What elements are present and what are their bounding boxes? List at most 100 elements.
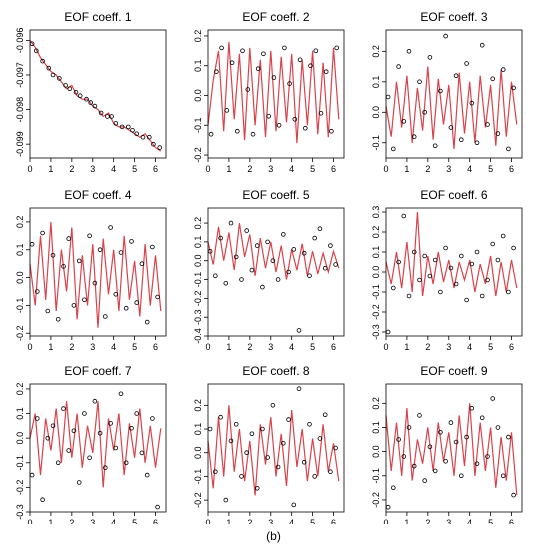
- x-tick-label: 3: [90, 518, 95, 524]
- x-tick-label: 0: [383, 342, 388, 352]
- y-tick-label: 0.2: [15, 216, 25, 229]
- data-point: [401, 213, 407, 219]
- x-tick-label: 1: [48, 342, 53, 352]
- data-point: [390, 485, 396, 491]
- data-point: [228, 220, 234, 226]
- x-tick-label: 5: [488, 164, 493, 174]
- y-tick-label: 0.0: [15, 271, 25, 284]
- data-point: [134, 411, 140, 416]
- y-tick-label: 0.0: [371, 106, 381, 119]
- data-point: [56, 76, 62, 81]
- data-point: [506, 434, 511, 440]
- data-point: [139, 261, 145, 267]
- data-point: [438, 88, 443, 94]
- data-point: [46, 65, 52, 71]
- x-tick-label: 3: [446, 518, 451, 524]
- data-point: [458, 137, 464, 143]
- data-point: [55, 316, 61, 322]
- data-point: [453, 281, 459, 287]
- panel-title: EOF coeff. 1: [64, 10, 131, 24]
- data-point: [88, 100, 93, 105]
- data-point: [76, 480, 82, 485]
- data-point: [432, 143, 438, 149]
- data-point: [118, 250, 124, 255]
- data-point: [150, 416, 155, 421]
- x-tick-label: 5: [310, 342, 315, 352]
- x-tick-label: 4: [467, 342, 472, 352]
- y-tick-label: 0.2: [193, 30, 203, 43]
- data-point: [245, 87, 251, 92]
- data-point: [438, 429, 443, 435]
- y-tick-label: -0.1: [193, 469, 203, 485]
- panel-title: EOF coeff. 2: [242, 10, 309, 24]
- x-tick-label: 1: [226, 342, 231, 352]
- data-point: [396, 259, 401, 265]
- x-tick-label: 6: [331, 518, 336, 524]
- data-point: [307, 273, 312, 279]
- data-point: [63, 83, 68, 88]
- data-point: [108, 225, 113, 230]
- x-tick-label: 0: [27, 164, 32, 174]
- data-point: [240, 48, 245, 54]
- x-tick-label: 6: [509, 342, 514, 352]
- data-point: [67, 86, 73, 92]
- data-point: [244, 450, 250, 456]
- x-tick-label: 0: [27, 518, 32, 524]
- data-point: [275, 277, 281, 282]
- data-point: [213, 273, 218, 279]
- data-point: [490, 241, 496, 247]
- data-point: [396, 437, 401, 442]
- y-tick-label: 0.0: [371, 445, 381, 458]
- y-tick-label: 0.2: [371, 397, 381, 410]
- x-tick-label: 0: [205, 342, 210, 352]
- x-tick-label: 6: [153, 164, 158, 174]
- x-tick-label: 3: [268, 518, 273, 524]
- y-tick-label: -0.3: [15, 504, 25, 520]
- data-point: [118, 391, 124, 397]
- data-point: [500, 233, 506, 239]
- data-point: [76, 258, 82, 264]
- data-point: [308, 63, 313, 68]
- data-point: [45, 435, 51, 441]
- data-point: [45, 308, 51, 314]
- data-point: [417, 413, 422, 418]
- data-point: [495, 425, 501, 430]
- data-point: [333, 445, 338, 451]
- data-point: [144, 472, 150, 478]
- x-tick-label: 3: [446, 164, 451, 174]
- data-point: [406, 425, 412, 430]
- x-tick-label: 5: [132, 164, 137, 174]
- figure-caption: (b): [266, 529, 281, 543]
- data-point: [390, 146, 396, 152]
- data-point: [275, 464, 281, 470]
- panel-3: EOF coeff. 3 0 1 2 3 4 5 6 -0.1 0.0 0.1 0.2: [371, 10, 523, 174]
- data-point: [485, 122, 490, 127]
- data-point: [239, 474, 244, 479]
- data-point: [233, 421, 239, 427]
- x-tick-label: 1: [48, 518, 53, 524]
- plot-frame: [385, 29, 523, 159]
- panel-5: EOF coeff. 5 0 1 2 3 4 5 6 -0.4 -0.3 -0.2 -0.1 0.0 0.…: [193, 188, 345, 352]
- data-point: [254, 243, 260, 248]
- data-point: [432, 468, 438, 474]
- data-point: [265, 239, 270, 245]
- data-point: [228, 438, 234, 444]
- y-tick-label: 0.3: [371, 206, 381, 219]
- data-point: [223, 280, 229, 286]
- data-point: [233, 254, 239, 260]
- data-point: [490, 396, 496, 401]
- data-point: [506, 289, 511, 295]
- y-tick-label: 0.2: [371, 45, 381, 58]
- data-point: [239, 277, 244, 282]
- x-tick-label: 4: [467, 518, 472, 524]
- data-point: [313, 48, 319, 54]
- y-tick-label: 0.0: [15, 432, 25, 445]
- data-point: [40, 58, 45, 64]
- data-point: [130, 128, 135, 133]
- figure-canvas: EOF coeff. 1 0 1 2 3 4 5 6 -0.099 -0.098 -0.097 -0.…: [15, 10, 523, 524]
- panel-9: EOF coeff. 9 0 1 2 3 4 5 6 -0.2 -0.1 0.0 0.1 0.2: [371, 364, 523, 524]
- data-point: [265, 455, 270, 460]
- x-tick-label: 4: [111, 164, 116, 174]
- y-tick-label: 0.1: [193, 59, 203, 72]
- data-point: [464, 434, 469, 440]
